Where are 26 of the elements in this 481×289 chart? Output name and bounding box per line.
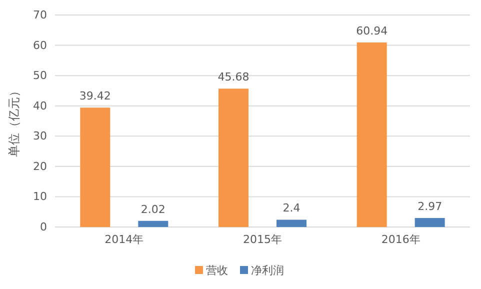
- x-tick-label: 2015年: [243, 232, 282, 246]
- bar: [80, 108, 110, 227]
- data-label: 45.68: [218, 70, 250, 84]
- bar: [414, 218, 445, 227]
- y-tick-label: 20: [33, 160, 47, 173]
- y-tick-label: 30: [33, 130, 47, 143]
- data-label: 39.42: [79, 90, 111, 103]
- legend-label: 净利润: [251, 264, 284, 277]
- data-label: 2.97: [418, 200, 442, 214]
- bar: [138, 220, 168, 227]
- y-axis-title: 单位（亿元）: [7, 85, 21, 157]
- data-label: 2.4: [282, 202, 300, 215]
- x-tick-label: 2016年: [381, 232, 420, 246]
- y-tick-label: 40: [33, 99, 47, 112]
- bar: [276, 220, 306, 227]
- y-tick-label: 60: [33, 38, 47, 52]
- y-tick-label: 70: [33, 8, 47, 22]
- bar: [356, 42, 387, 227]
- data-label: 60.94: [356, 24, 388, 38]
- y-tick-label: 0: [40, 220, 47, 234]
- bar: [218, 88, 248, 227]
- y-tick-label: 10: [33, 190, 47, 204]
- x-tick-label: 2014年: [104, 232, 144, 246]
- legend-label: 营收: [206, 264, 228, 277]
- data-label: 2.02: [140, 202, 166, 216]
- y-tick-label: 50: [33, 69, 47, 82]
